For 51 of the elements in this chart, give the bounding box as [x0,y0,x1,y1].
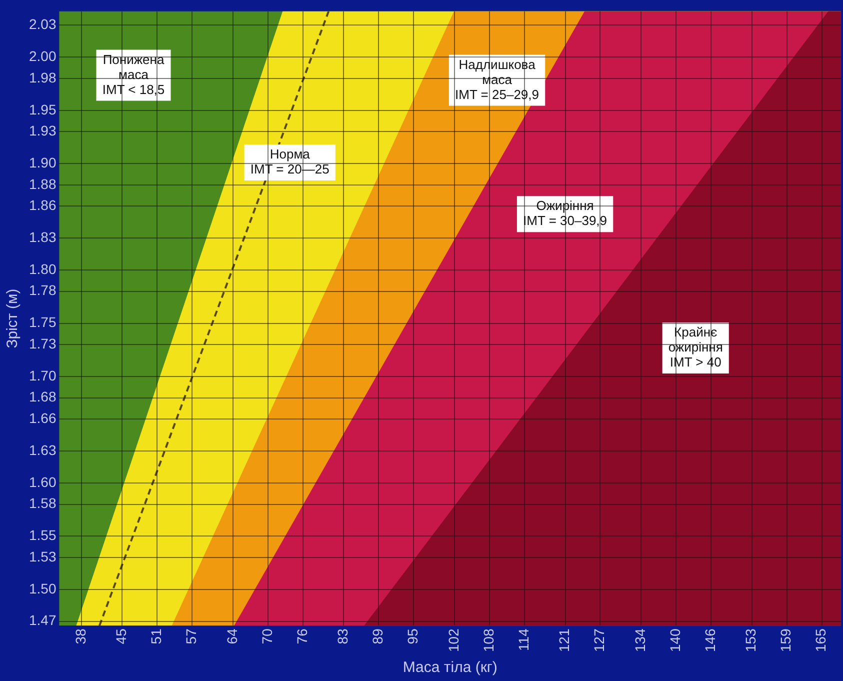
x-tick-label: 57 [183,628,200,644]
y-tick-label: 1.90 [29,154,56,170]
y-tick-label: 1.58 [29,495,56,512]
y-tick-label: 1.63 [29,442,56,458]
y-tick-label: 1.66 [29,410,56,426]
x-tick-label: 127 [591,628,608,652]
x-tick-label: 45 [113,628,130,644]
x-tick-label: 134 [632,628,648,652]
x-tick-label: 165 [812,628,829,652]
x-tick-label: 51 [148,628,164,644]
y-tick-label: 1.93 [29,122,56,139]
x-tick-label: 64 [224,628,240,644]
y-tick-label: 1.68 [29,388,56,405]
x-tick-label: 146 [702,628,718,652]
y-tick-label: 1.53 [29,548,56,564]
y-tick-label: 1.78 [29,282,56,298]
x-tick-label: 140 [666,628,683,652]
y-tick-label: 1.70 [29,367,56,384]
x-tick-label: 38 [72,628,88,644]
y-tick-label: 1.95 [29,101,56,118]
x-tick-label: 89 [370,628,386,644]
y-tick-label: 1.98 [29,69,56,86]
x-tick-label: 76 [294,628,310,644]
y-tick-label: 1.73 [29,335,56,352]
x-tick-label: 95 [404,628,421,644]
y-tick-label: 1.55 [29,527,56,544]
x-axis-title: Маса тіла (кг) [402,659,498,676]
y-tick-label: 1.80 [29,260,56,277]
annotation: Норма IMT = 20—25 [250,146,330,177]
y-tick-label: 2.03 [29,16,56,32]
x-tick-label: 121 [556,628,572,652]
x-tick-label: 83 [334,628,351,644]
y-tick-label: 1.75 [29,314,56,330]
annotation: Крайнє ожиріння IMT > 40 [668,324,723,370]
annotation: Ожиріння IMT = 30–39,9 [523,198,608,228]
y-tick-label: 1.60 [29,474,56,490]
x-tick-label: 159 [778,628,794,652]
y-tick-label: 1.47 [29,612,56,628]
y-tick-label: 1.50 [29,580,56,596]
annotation: Понижена маса IMT < 18,5 [102,52,165,97]
x-tick-label: 114 [515,628,532,651]
y-tick-label: 1.88 [29,176,56,192]
x-tick-label: 153 [742,628,759,652]
x-tick-label: 70 [258,628,275,644]
annotation: Надлишкова маса IMT = 25–29,9 [455,56,540,102]
y-axis-title: Зріст (м) [4,288,22,348]
x-tick-label: 108 [480,628,496,652]
y-tick-label: 2.00 [29,48,56,64]
x-tick-label: 102 [445,628,462,652]
y-tick-label: 1.83 [29,229,56,246]
y-tick-label: 1.86 [29,197,56,214]
